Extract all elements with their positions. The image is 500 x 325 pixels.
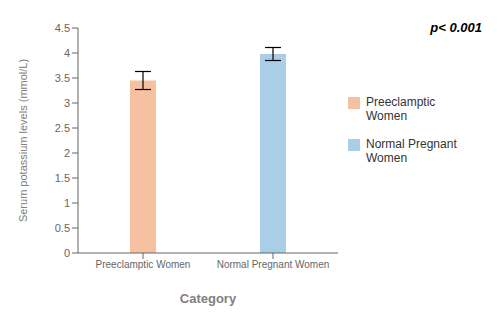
svg-text:3: 3 <box>64 97 70 109</box>
html-text:Preeclamptic Women: Preeclamptic Women <box>366 95 436 123</box>
svg-text:3.5: 3.5 <box>55 72 70 84</box>
html-text:Normal Pregnant Women: Normal Pregnant Women <box>366 137 457 165</box>
html-text:p< 0.001: p< 0.001 <box>430 20 482 35</box>
svg-text:4: 4 <box>64 47 70 59</box>
svg-text:0.5: 0.5 <box>55 222 70 234</box>
svg-text:Serum potassium levels (mmol/L: Serum potassium levels (mmol/L) <box>17 59 29 222</box>
svg-text:Preeclamptic Women: Preeclamptic Women <box>96 259 191 270</box>
svg-text:0: 0 <box>64 247 70 259</box>
svg-text:2.5: 2.5 <box>55 122 70 134</box>
svg-text:1: 1 <box>64 197 70 209</box>
svg-text:1.5: 1.5 <box>55 172 70 184</box>
svg-text:2: 2 <box>64 147 70 159</box>
svg-text:4.5: 4.5 <box>55 22 70 34</box>
svg-text:Normal Pregnant Women: Normal Pregnant Women <box>217 259 330 270</box>
svg-text:Category: Category <box>180 291 237 306</box>
